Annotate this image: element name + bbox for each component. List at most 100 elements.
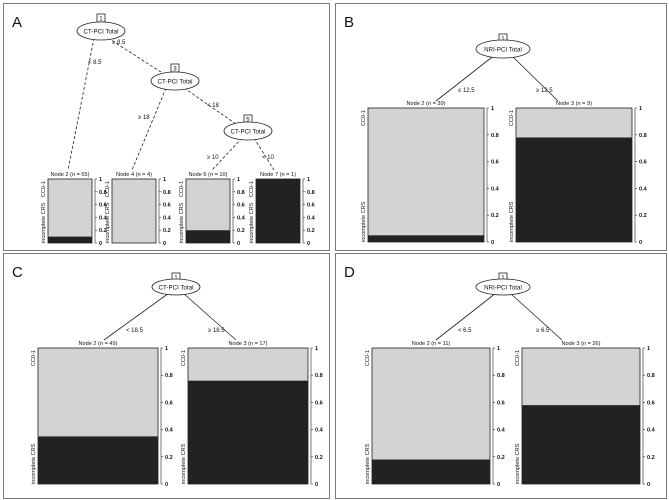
leaf-title: Node 2 (n = 39) — [406, 101, 445, 107]
tick-label: 1 — [165, 346, 168, 352]
tick-label: 0.2 — [497, 455, 505, 461]
tick-label: 0.4 — [237, 215, 246, 221]
leaf-title: Node 3 (n = 17) — [228, 341, 267, 347]
edge-a-1-3 — [107, 37, 165, 75]
svg-text:CT-PCI Total: CT-PCI Total — [84, 29, 119, 36]
tick-label: 0.2 — [237, 228, 245, 234]
tick-label: 0.8 — [491, 133, 499, 139]
tick-label: 0.8 — [307, 190, 315, 196]
node-a-5: 5 CT-PCI Total — [223, 114, 273, 141]
svg-text:1: 1 — [99, 16, 103, 23]
leaf-title: Node 3 (n = 9) — [556, 101, 592, 107]
edge-label-a-3l: ≥ 18 — [138, 115, 150, 121]
tick-label: 0.2 — [491, 213, 499, 219]
panel-a-label: A — [12, 14, 22, 31]
leaf-a-node2: Node 2 (n = 65)CC0-1 incomplete CRS 0 0.2 0.… — [41, 172, 108, 247]
node-d-1: 1 NRI-PCI Total — [475, 272, 531, 296]
tick-label: 1 — [315, 346, 318, 352]
tick-label: 0.2 — [307, 228, 315, 234]
bar-frame — [515, 107, 633, 243]
bar-incomplete — [186, 230, 230, 243]
edge-a-3-5 — [183, 87, 237, 125]
tick-label: 1 — [307, 177, 310, 183]
tick-label: 0.6 — [647, 400, 655, 406]
leaf-d-node3: Node 3 (n = 26) CC0-1 incomplete CRS 0 0.2 0.… — [515, 341, 656, 488]
bar-incomplete — [48, 236, 92, 243]
tick-label: 0 — [165, 482, 168, 488]
bar-complete — [186, 179, 230, 231]
tick-label: 0.4 — [99, 215, 108, 221]
tick-label: 0 — [497, 482, 500, 488]
leaf-title: Node 3 (n = 26) — [561, 341, 600, 347]
tick-label: 0.6 — [315, 400, 323, 406]
label-top: CC0-1 — [31, 350, 37, 366]
svg-text:CT-PCI Total: CT-PCI Total — [231, 129, 266, 136]
edge-label-b-1r: ≥ 12.5 — [536, 88, 553, 94]
tick-label: 0.8 — [165, 373, 173, 379]
bar-incomplete — [368, 235, 484, 242]
leaf-d-node2: Node 2 (n = 11) CC0-1 incomplete CRS 0 0.2 0.… — [365, 341, 506, 488]
bar-frame — [367, 107, 485, 243]
edge-label-c-1r: ≥ 18.5 — [208, 328, 225, 334]
panel-d-label: D — [344, 264, 355, 281]
tick-label: 1 — [497, 346, 500, 352]
tick-label: 0 — [647, 482, 650, 488]
tick-label: 0.4 — [163, 215, 172, 221]
tick-label: 0.8 — [497, 373, 505, 379]
bar-complete — [372, 348, 490, 460]
bar-incomplete — [522, 405, 640, 484]
tick-label: 0.6 — [491, 160, 499, 166]
tick-label: 0.8 — [315, 373, 323, 379]
svg-text:NRI-PCI Total: NRI-PCI Total — [484, 285, 522, 292]
label-top: CC0-1 — [515, 350, 521, 366]
label-top: CC0-1 — [41, 181, 47, 197]
label-bottom: incomplete CRS — [41, 202, 47, 243]
tick-label: 0.4 — [315, 428, 324, 434]
node-a-1: 1 CT-PCI Total — [76, 13, 126, 41]
bar-incomplete — [38, 436, 158, 484]
bar-frame — [47, 178, 93, 244]
edge-label-d-1l: < 6.5 — [458, 328, 472, 334]
svg-text:5: 5 — [246, 117, 250, 124]
tick-label: 1 — [647, 346, 650, 352]
label-bottom: incomplete CRS — [181, 443, 187, 484]
label-top: CC0-1 — [179, 181, 185, 197]
leaf-c-node2: Node 2 (n = 49) CC0-1 incomplete CRS 0 0.2 0.… — [31, 341, 174, 488]
edge-a-5-7 — [253, 137, 275, 171]
panel-c-label: C — [12, 264, 23, 281]
tick-label: 0.4 — [639, 186, 648, 192]
leaf-title: Node 2 (n = 11) — [412, 341, 451, 347]
tick-label: 0.8 — [647, 373, 655, 379]
leaf-b-node3: Node 3 (n = 9) CC0-1 incomplete CRS 0 0.2 0.4… — [509, 101, 648, 246]
tick-label: 1 — [639, 106, 642, 112]
tick-label: 0.4 — [165, 428, 174, 434]
tick-label: 0.2 — [315, 455, 323, 461]
tick-label: 0 — [99, 241, 102, 247]
tick-label: 0.8 — [99, 190, 107, 196]
label-bottom: incomplete CRS — [515, 443, 521, 484]
leaf-a-node4: Node 4 (n = 4) CC0-1 incomplete CRS 0 0.2 0.4… — [105, 172, 172, 247]
tick-label: 0.4 — [497, 428, 506, 434]
edge-c-1-2 — [103, 292, 170, 341]
tick-label: 0 — [307, 241, 310, 247]
label-top: CC0-1 — [365, 350, 371, 366]
tick-label: 0 — [163, 241, 166, 247]
edge-c-1-3 — [182, 292, 237, 341]
tick-label: 0 — [491, 240, 494, 246]
label-top: CC0-1 — [361, 110, 367, 126]
tick-label: 0.6 — [237, 203, 245, 209]
panel-a-svg: A < 8.5 ≥ 8.5 ≥ 18 < 18 ≥ 10 < 10 1 CT-P… — [12, 13, 316, 247]
leaf-title: Node 2 (n = 65) — [50, 172, 89, 178]
panel-d-svg: D < 6.5 ≥ 6.5 1 NRI-PCI Total Node 2 (n … — [344, 264, 656, 488]
tick-label: 0.6 — [639, 160, 647, 166]
label-top: CC0-1 — [249, 181, 255, 197]
tick-label: 0.4 — [647, 428, 656, 434]
edge-label-b-1l: ≤ 12.5 — [458, 88, 475, 94]
node-b-1: 1 NRI-PCI Total — [475, 33, 531, 59]
bar-frame — [371, 347, 491, 485]
tick-label: 0.4 — [307, 215, 316, 221]
tick-label: 0.2 — [99, 228, 107, 234]
leaf-title: Node 6 (n = 10) — [188, 172, 227, 178]
svg-text:1: 1 — [501, 275, 505, 282]
